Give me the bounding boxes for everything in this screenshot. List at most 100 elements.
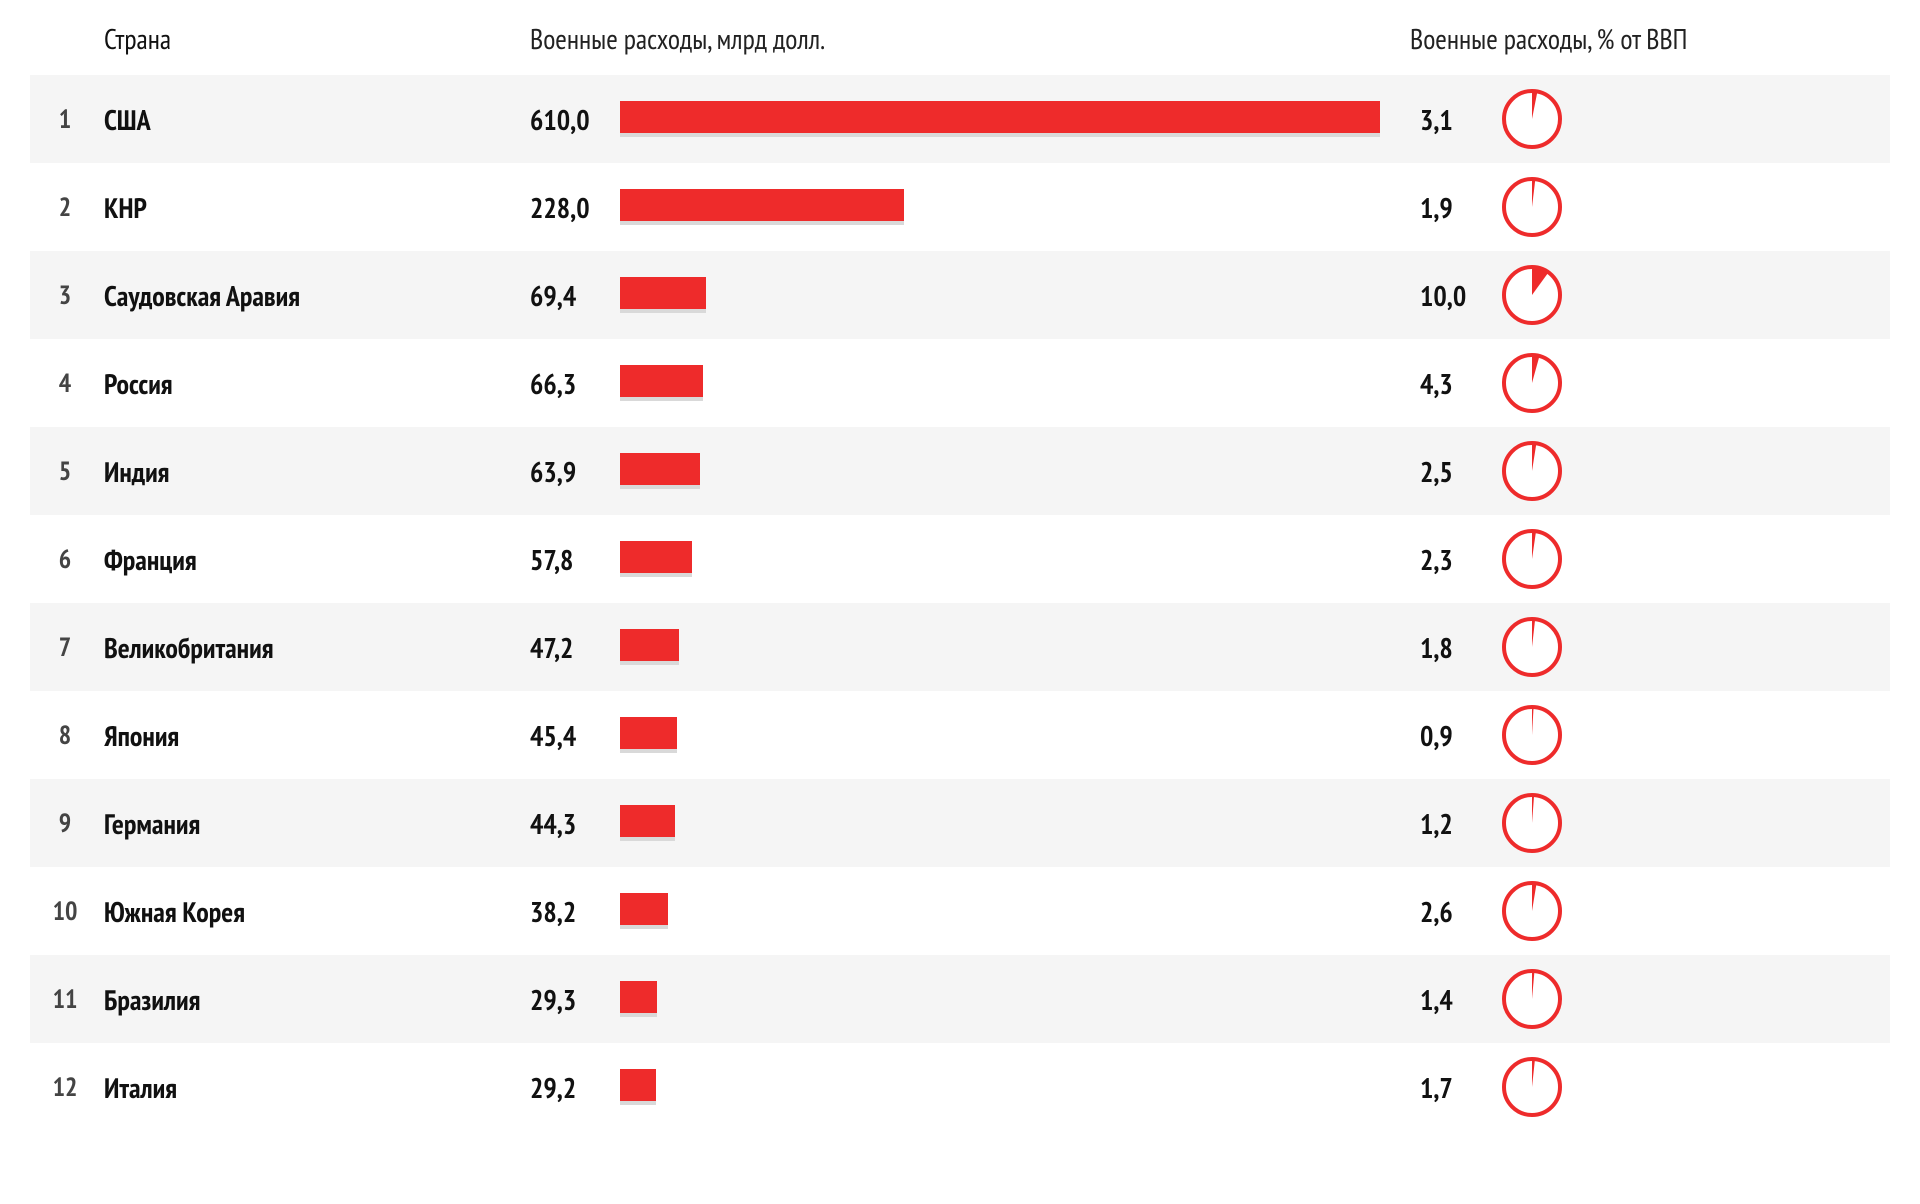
gauge-cell — [1500, 791, 1580, 855]
gauge-cell — [1500, 1055, 1580, 1119]
bar-cell — [620, 339, 1410, 427]
bar-fill — [620, 101, 1380, 133]
value-cell: 29,2 — [530, 1069, 620, 1106]
table-row: 7 Великобритания 47,2 1,8 — [30, 603, 1890, 691]
table-body: 1 США 610,0 3,1 2 КНР 228,0 1,9 — [30, 75, 1890, 1131]
table-row: 5 Индия 63,9 2,5 — [30, 427, 1890, 515]
rank-cell: 3 — [30, 279, 100, 312]
military-spending-table: Страна Военные расходы, млрд долл. Военн… — [30, 20, 1890, 1131]
value-cell: 610,0 — [530, 101, 620, 138]
country-cell: Великобритания — [100, 629, 530, 666]
bar-cell — [620, 691, 1410, 779]
table-row: 8 Япония 45,4 0,9 — [30, 691, 1890, 779]
gauge-cell — [1500, 87, 1580, 151]
bar-fill — [620, 453, 700, 485]
bar-shadow — [620, 749, 677, 753]
bar-fill — [620, 1069, 656, 1101]
gauge-cell — [1500, 879, 1580, 943]
gauge-cell — [1500, 527, 1580, 591]
bar-shadow — [620, 925, 668, 929]
bar-fill — [620, 365, 703, 397]
rank-cell: 8 — [30, 719, 100, 752]
pct-cell: 2,5 — [1410, 453, 1500, 490]
header-spending: Военные расходы, млрд долл. — [530, 20, 1410, 57]
rank-cell: 1 — [30, 103, 100, 136]
value-cell: 63,9 — [530, 453, 620, 490]
table-row: 4 Россия 66,3 4,3 — [30, 339, 1890, 427]
bar-cell — [620, 427, 1410, 515]
bar-shadow — [620, 573, 692, 577]
bar-shadow — [620, 661, 679, 665]
value-cell: 228,0 — [530, 189, 620, 226]
gauge-cell — [1500, 175, 1580, 239]
bar-cell — [620, 75, 1410, 163]
value-cell: 29,3 — [530, 981, 620, 1018]
rank-cell: 4 — [30, 367, 100, 400]
bar-fill — [620, 629, 679, 661]
header-country: Страна — [100, 20, 530, 57]
bar-fill — [620, 717, 677, 749]
table-row: 1 США 610,0 3,1 — [30, 75, 1890, 163]
value-cell: 44,3 — [530, 805, 620, 842]
table-row: 10 Южная Корея 38,2 2,6 — [30, 867, 1890, 955]
bar-fill — [620, 981, 657, 1013]
bar-cell — [620, 515, 1410, 603]
table-row: 3 Саудовская Аравия 69,4 10,0 — [30, 251, 1890, 339]
value-cell: 57,8 — [530, 541, 620, 578]
pct-cell: 2,6 — [1410, 893, 1500, 930]
rank-cell: 2 — [30, 191, 100, 224]
gauge-cell — [1500, 967, 1580, 1031]
country-cell: Южная Корея — [100, 893, 530, 930]
country-cell: Саудовская Аравия — [100, 277, 530, 314]
value-cell: 69,4 — [530, 277, 620, 314]
bar-fill — [620, 541, 692, 573]
table-row: 12 Италия 29,2 1,7 — [30, 1043, 1890, 1131]
country-cell: Индия — [100, 453, 530, 490]
gauge-cell — [1500, 439, 1580, 503]
bar-fill — [620, 805, 675, 837]
table-row: 6 Франция 57,8 2,3 — [30, 515, 1890, 603]
bar-shadow — [620, 221, 904, 225]
gauge-cell — [1500, 351, 1580, 415]
country-cell: Германия — [100, 805, 530, 842]
bar-cell — [620, 163, 1410, 251]
value-cell: 47,2 — [530, 629, 620, 666]
country-cell: Япония — [100, 717, 530, 754]
value-cell: 66,3 — [530, 365, 620, 402]
bar-cell — [620, 955, 1410, 1043]
bar-cell — [620, 779, 1410, 867]
gauge-cell — [1500, 703, 1580, 767]
bar-fill — [620, 893, 668, 925]
bar-shadow — [620, 485, 700, 489]
pct-cell: 10,0 — [1410, 277, 1500, 314]
gauge-cell — [1500, 263, 1580, 327]
country-cell: Россия — [100, 365, 530, 402]
table-row: 9 Германия 44,3 1,2 — [30, 779, 1890, 867]
pct-cell: 0,9 — [1410, 717, 1500, 754]
rank-cell: 7 — [30, 631, 100, 664]
country-cell: Италия — [100, 1069, 530, 1106]
bar-shadow — [620, 1013, 657, 1017]
table-row: 2 КНР 228,0 1,9 — [30, 163, 1890, 251]
country-cell: США — [100, 101, 530, 138]
pct-cell: 3,1 — [1410, 101, 1500, 138]
bar-cell — [620, 867, 1410, 955]
country-cell: КНР — [100, 189, 530, 226]
bar-shadow — [620, 837, 675, 841]
country-cell: Франция — [100, 541, 530, 578]
rank-cell: 11 — [30, 983, 100, 1016]
rank-cell: 6 — [30, 543, 100, 576]
value-cell: 45,4 — [530, 717, 620, 754]
bar-fill — [620, 189, 904, 221]
bar-cell — [620, 603, 1410, 691]
bar-shadow — [620, 1101, 656, 1105]
pct-cell: 1,4 — [1410, 981, 1500, 1018]
rank-cell: 5 — [30, 455, 100, 488]
pct-cell: 1,9 — [1410, 189, 1500, 226]
pct-cell: 1,2 — [1410, 805, 1500, 842]
rank-cell: 9 — [30, 807, 100, 840]
pct-cell: 1,8 — [1410, 629, 1500, 666]
table-header: Страна Военные расходы, млрд долл. Военн… — [30, 20, 1890, 75]
value-cell: 38,2 — [530, 893, 620, 930]
rank-cell: 12 — [30, 1071, 100, 1104]
